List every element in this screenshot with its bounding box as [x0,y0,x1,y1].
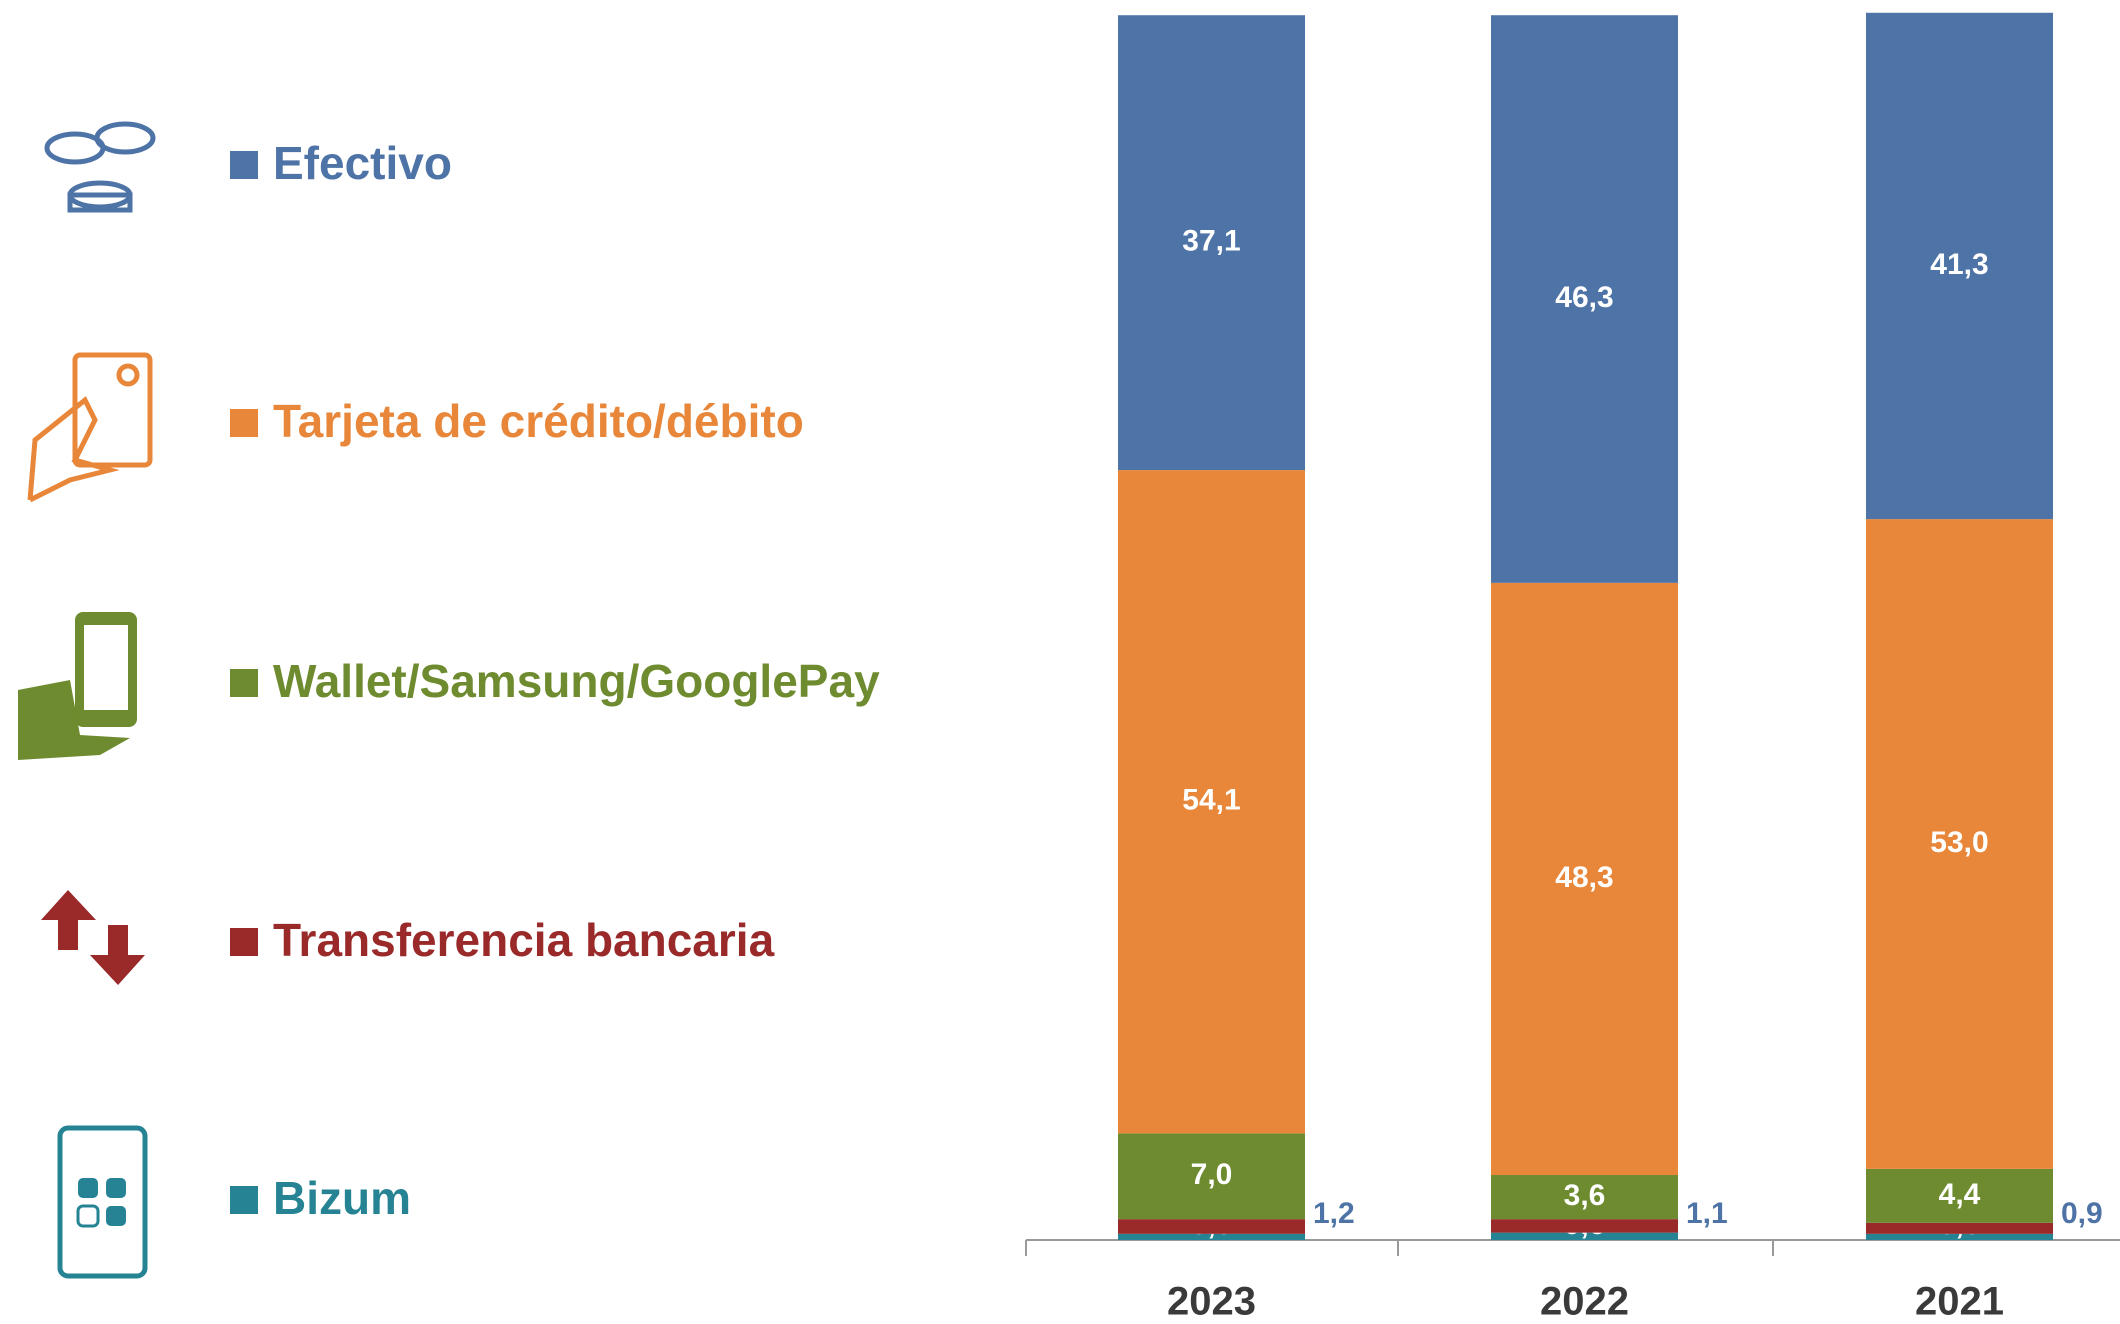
legend-label: Tarjeta de crédito/débito [273,395,804,447]
icon-bizum [57,1125,148,1279]
legend-label: Efectivo [273,137,452,189]
icon-phone-hand [18,612,137,760]
value-label: 1,2 [1313,1197,1355,1230]
icon-coins [44,121,156,213]
bar-segment [1118,1133,1305,1220]
legend-swatch [230,669,258,697]
value-label: 46,3 [1555,281,1613,314]
icon-card [27,352,153,503]
value-label: 53,0 [1930,826,1988,859]
legend-swatch [230,928,258,956]
bar-segment [1866,12,2053,520]
bar-segment [1118,15,1305,471]
legend-label: Wallet/Samsung/GooglePay [273,655,880,707]
value-label: 1,1 [1686,1197,1728,1230]
x-tick-label: 2023 [1167,1280,1256,1324]
legend-swatch [230,1186,258,1214]
legend-swatch [230,409,258,437]
value-label: 37,1 [1182,225,1240,258]
legend-label: Bizum [273,1172,411,1224]
bar-segment [1491,1219,1678,1233]
bar-segment [1866,519,2053,1169]
value-label: 41,3 [1930,248,1988,281]
value-label: 7,0 [1191,1158,1233,1191]
value-label: 48,3 [1555,861,1613,894]
x-tick-label: 2021 [1915,1280,2004,1324]
bar-segment [1491,1232,1678,1240]
x-tick-label: 2022 [1540,1280,1629,1324]
bar-segment [1866,1233,2053,1240]
bar-segment [1118,470,1305,1134]
bar-segment [1118,1219,1305,1234]
bar-segment [1491,15,1678,583]
bar-segment [1491,1175,1678,1220]
legend-label: Transferencia bancaria [273,914,775,966]
value-label: 4,4 [1939,1178,1981,1211]
bar-segment [1866,1168,2053,1223]
legend-swatch [230,151,258,179]
icon-transfer [41,890,145,985]
value-label: 0,9 [2061,1197,2103,1230]
value-label: 3,6 [1564,1179,1606,1212]
bar-segment [1491,582,1678,1176]
value-label: 54,1 [1182,784,1240,817]
bar-segment [1866,1222,2053,1234]
bar-segment [1118,1233,1305,1240]
